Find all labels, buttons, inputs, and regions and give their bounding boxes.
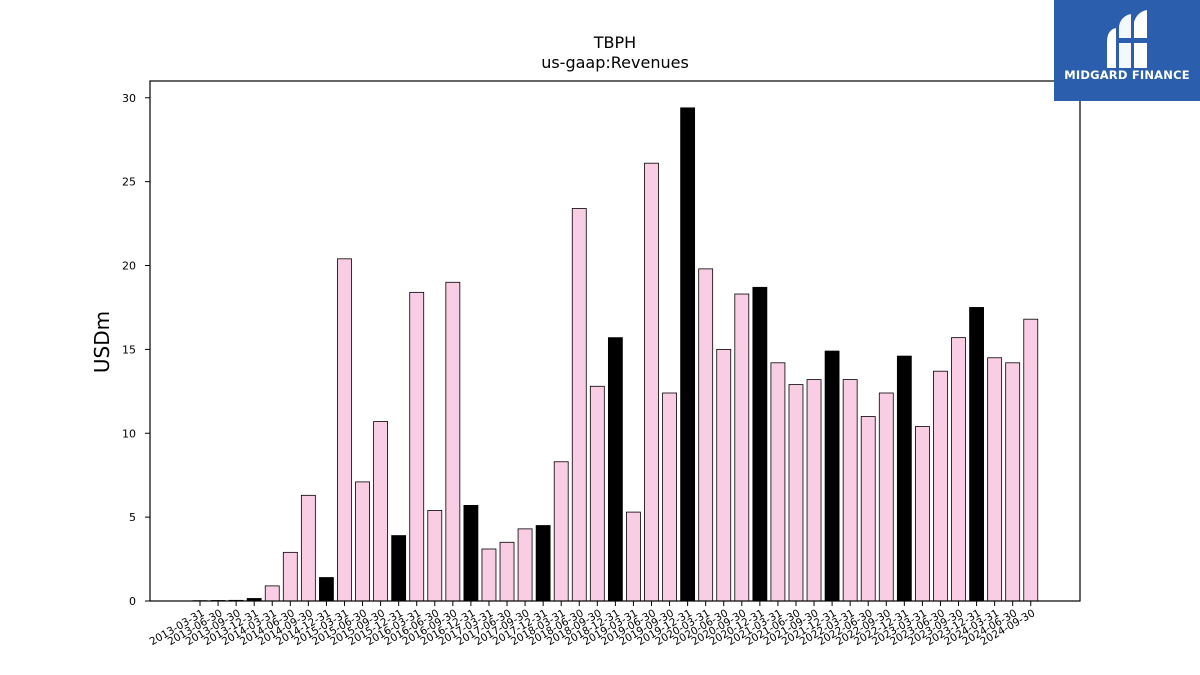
brand-logo: MIDGARD FINANCE [1054,0,1200,101]
y-tick-label: 5 [129,511,136,524]
bar-2023-03-31 [915,426,930,602]
bar-2021-03-31 [770,362,786,602]
bar-2017-03-31 [481,548,497,602]
y-tick-label: 15 [122,343,136,356]
bar-series [192,107,1039,602]
bar-2024-06-30 [1005,362,1021,602]
y-tick-label: 0 [129,595,136,608]
bar-2019-03-31 [626,511,641,602]
bar-2015-12-31 [391,535,407,602]
bar-2020-06-30 [716,348,732,602]
bar-2023-12-31 [969,307,984,602]
bar-2022-09-30 [878,392,894,602]
bar-2015-09-30 [373,421,389,602]
bar-2019-12-31 [680,107,696,602]
bar-2017-09-30 [517,528,533,602]
bar-2021-06-30 [788,384,804,602]
bar-2024-09-30 [1023,318,1039,602]
chart-subtitle: us-gaap:Revenues [541,53,689,72]
bar-2020-03-31 [698,268,714,602]
bar-2014-03-31 [264,585,280,602]
bar-2016-06-30 [427,510,443,602]
bar-2015-03-31 [337,258,352,602]
bar-2022-12-31 [896,355,912,602]
bar-2019-09-30 [662,392,677,602]
bar-2022-06-30 [860,416,876,602]
bar-2021-12-31 [824,350,840,602]
bar-2023-06-30 [933,370,948,602]
y-axis-label: USDm [90,311,114,373]
brand-name: MIDGARD FINANCE [1064,68,1190,82]
x-axis: 2013-03-312013-06-302013-09-302013-12-31… [148,601,1037,648]
bar-2016-09-30 [445,281,461,602]
bar-2014-09-30 [300,494,316,602]
bar-2024-03-31 [987,357,1003,602]
y-tick-label: 10 [122,427,136,440]
bar-2017-12-31 [535,525,551,602]
bar-2018-09-30 [589,385,605,602]
bar-2023-09-30 [951,337,966,602]
bar-2022-03-31 [842,379,858,602]
plot-frame [149,80,1081,602]
bar-2019-06-30 [644,162,659,602]
bar-2018-03-31 [553,461,569,602]
bar-2016-03-31 [409,291,425,602]
y-tick-label: 30 [122,92,136,105]
bar-2018-12-31 [607,337,623,602]
bar-2020-09-30 [734,293,750,602]
y-tick-label: 25 [122,176,136,189]
bar-2014-12-31 [319,577,334,602]
bar-2017-06-30 [499,541,515,602]
y-tick-label: 20 [122,260,136,273]
bar-2020-12-31 [752,286,768,602]
bar-2016-12-31 [463,504,479,602]
y-axis: 0 5 10 15 20 25 30 [122,92,150,608]
bar-2014-06-30 [282,551,298,602]
bar-2021-09-30 [806,379,822,602]
chart-title: TBPH [593,33,636,52]
bar-2015-06-30 [355,481,370,602]
bar-2018-06-30 [571,208,587,602]
midgard-finance-logo-icon [1107,10,1149,68]
